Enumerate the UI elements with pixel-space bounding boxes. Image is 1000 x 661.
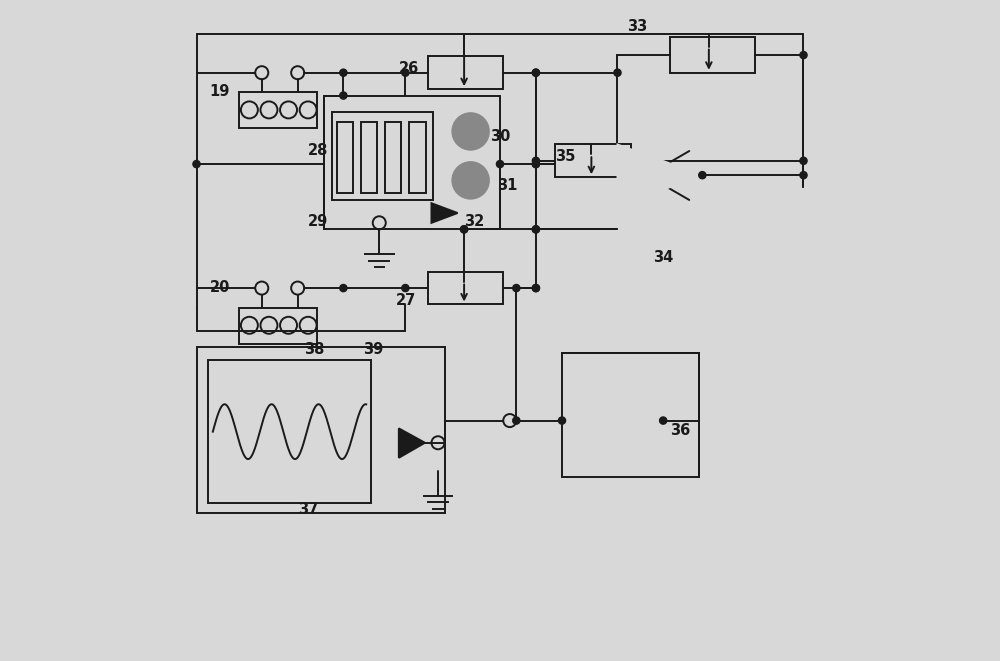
Bar	[428, 56, 503, 89]
Circle shape	[614, 69, 621, 76]
Bar	[385, 122, 401, 194]
Text: 32: 32	[464, 214, 484, 229]
Bar	[428, 272, 503, 305]
Circle shape	[452, 162, 489, 199]
Polygon shape	[578, 383, 663, 458]
Bar	[332, 112, 433, 200]
Bar	[197, 347, 445, 513]
Text: 31: 31	[497, 178, 517, 194]
Circle shape	[452, 113, 489, 149]
Circle shape	[532, 161, 539, 168]
Text: 37: 37	[298, 502, 318, 516]
Text: 30: 30	[490, 130, 511, 145]
Circle shape	[532, 161, 539, 168]
Circle shape	[532, 69, 539, 76]
Circle shape	[558, 417, 566, 424]
Circle shape	[699, 172, 706, 178]
Polygon shape	[617, 145, 702, 206]
Circle shape	[461, 226, 468, 233]
Circle shape	[800, 52, 807, 59]
Bar	[409, 122, 426, 194]
Bar	[555, 145, 631, 177]
Bar	[337, 122, 353, 194]
Circle shape	[532, 284, 539, 292]
Circle shape	[461, 226, 468, 233]
Text: 20: 20	[210, 280, 230, 295]
Circle shape	[800, 172, 807, 178]
Bar	[208, 360, 371, 504]
Circle shape	[800, 157, 807, 165]
Text: 19: 19	[210, 84, 230, 98]
Circle shape	[532, 226, 539, 233]
Bar	[562, 354, 699, 477]
Circle shape	[402, 284, 409, 292]
Text: 28: 28	[307, 143, 328, 157]
Bar	[324, 96, 500, 229]
Text: 29: 29	[307, 214, 328, 229]
Circle shape	[402, 69, 409, 76]
Circle shape	[532, 284, 539, 292]
Circle shape	[193, 161, 200, 168]
Bar	[670, 37, 755, 73]
Circle shape	[532, 226, 539, 233]
Text: 33: 33	[627, 19, 648, 34]
Text: 27: 27	[396, 293, 416, 307]
Circle shape	[660, 417, 667, 424]
Text: 39: 39	[363, 342, 383, 356]
Circle shape	[496, 161, 504, 168]
Text: 38: 38	[304, 342, 325, 356]
Circle shape	[532, 69, 539, 76]
Bar	[239, 307, 317, 344]
Bar	[239, 93, 317, 128]
Polygon shape	[399, 428, 425, 458]
Text: 34: 34	[653, 251, 674, 265]
Circle shape	[340, 69, 347, 76]
Circle shape	[513, 417, 520, 424]
Text: 36: 36	[670, 423, 690, 438]
Circle shape	[513, 284, 520, 292]
Circle shape	[340, 284, 347, 292]
Text: 26: 26	[399, 61, 419, 76]
Bar	[361, 122, 377, 194]
Circle shape	[532, 157, 539, 165]
Circle shape	[340, 92, 347, 99]
Text: 35: 35	[555, 149, 576, 164]
Polygon shape	[431, 203, 458, 223]
